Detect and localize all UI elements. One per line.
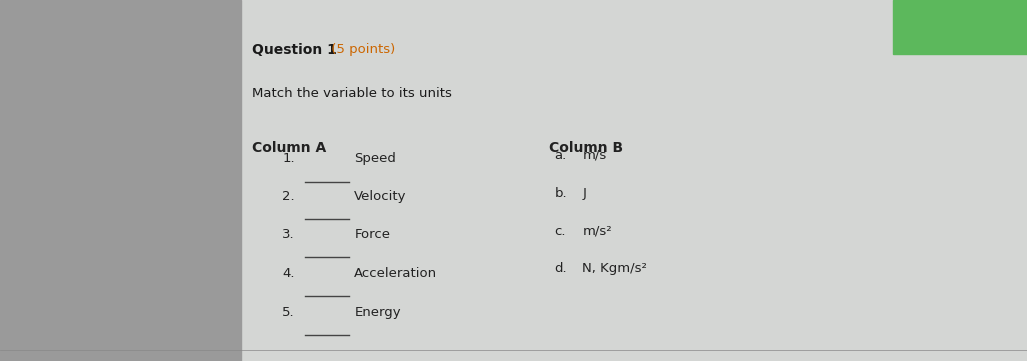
Text: a.: a.	[555, 149, 567, 162]
Text: Speed: Speed	[354, 152, 396, 165]
Text: Acceleration: Acceleration	[354, 267, 438, 280]
Text: Force: Force	[354, 228, 390, 241]
Text: 3.: 3.	[282, 228, 295, 241]
Text: (5 points): (5 points)	[327, 43, 394, 56]
Text: 2.: 2.	[282, 190, 295, 203]
Text: J: J	[582, 187, 586, 200]
Text: Match the variable to its units: Match the variable to its units	[252, 87, 452, 100]
Text: Question 1: Question 1	[252, 43, 337, 57]
Text: Energy: Energy	[354, 306, 401, 319]
Text: 4.: 4.	[282, 267, 295, 280]
Text: Column A: Column A	[252, 141, 326, 155]
Text: d.: d.	[555, 262, 567, 275]
Text: Column B: Column B	[549, 141, 623, 155]
Text: m/s²: m/s²	[582, 225, 612, 238]
Bar	[893, 0, 1027, 54]
Bar	[0, 0, 241, 361]
Text: c.: c.	[555, 225, 566, 238]
Text: 1.: 1.	[282, 152, 295, 165]
Text: b.: b.	[555, 187, 567, 200]
Text: N, Kgm/s²: N, Kgm/s²	[582, 262, 647, 275]
Text: m/s: m/s	[582, 149, 607, 162]
Text: Velocity: Velocity	[354, 190, 407, 203]
Text: 5.: 5.	[282, 306, 295, 319]
